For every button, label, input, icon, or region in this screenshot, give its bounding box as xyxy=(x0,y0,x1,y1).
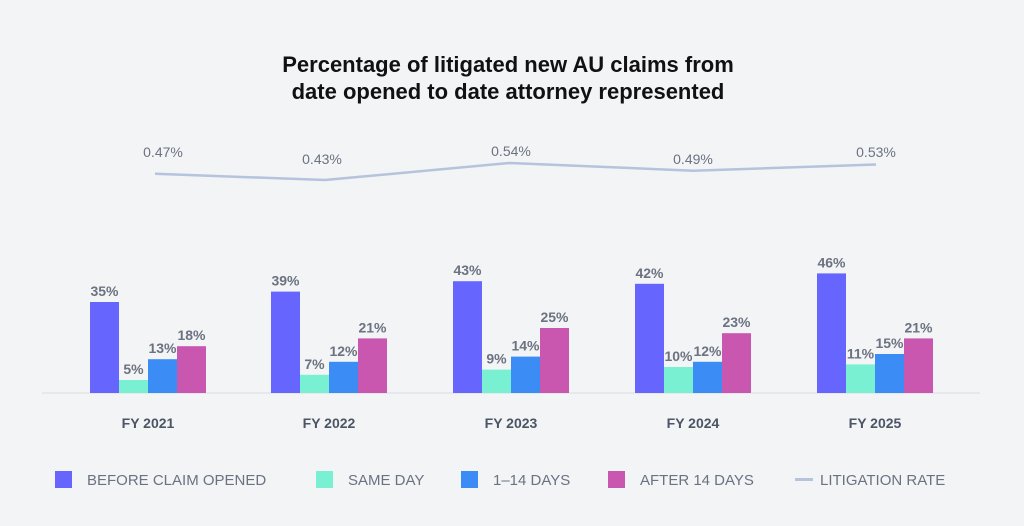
legend-swatch xyxy=(608,471,625,488)
x-tick-label: FY 2024 xyxy=(667,415,720,431)
chart-title-line-2: date opened to date attorney represented xyxy=(292,79,725,104)
legend-label: BEFORE CLAIM OPENED xyxy=(87,472,266,489)
bar-data-label: 46% xyxy=(817,254,846,270)
x-tick-label: FY 2021 xyxy=(122,415,175,431)
legend-label: 1–14 DAYS xyxy=(493,472,570,489)
bar xyxy=(329,361,358,393)
bar xyxy=(271,291,300,393)
bar-data-label: 11% xyxy=(847,345,875,361)
legend-swatch xyxy=(461,471,478,488)
bar-data-label: 35% xyxy=(90,283,119,299)
x-tick-label: FY 2025 xyxy=(849,415,902,431)
bar xyxy=(482,369,511,393)
bar-data-label: 39% xyxy=(271,273,300,289)
line-data-label: 0.43% xyxy=(302,151,342,167)
bar xyxy=(722,333,751,393)
legend-swatch xyxy=(55,471,72,488)
bar xyxy=(817,273,846,393)
bar-data-label: 13% xyxy=(148,340,177,356)
chart-title-line-1: Percentage of litigated new AU claims fr… xyxy=(282,52,734,77)
legend-label: AFTER 14 DAYS xyxy=(640,472,754,489)
bar xyxy=(177,346,206,393)
bar-data-label: 9% xyxy=(486,351,507,367)
bar xyxy=(875,354,904,393)
bar xyxy=(904,338,933,393)
bar xyxy=(119,380,148,393)
bar-data-label: 21% xyxy=(358,319,387,335)
bar xyxy=(846,364,875,393)
bar xyxy=(453,281,482,393)
bar-data-label: 23% xyxy=(722,314,751,330)
bar xyxy=(635,283,664,393)
legend-swatch xyxy=(316,471,333,488)
line-data-label: 0.53% xyxy=(856,144,896,160)
bar-data-label: 7% xyxy=(304,356,325,372)
legend-line-swatch xyxy=(795,478,813,481)
legend-label: SAME DAY xyxy=(348,472,424,489)
x-tick-label: FY 2022 xyxy=(303,415,356,431)
bar-data-label: 18% xyxy=(177,327,206,343)
line-data-label: 0.54% xyxy=(491,143,531,159)
bar xyxy=(358,338,387,393)
bar xyxy=(511,356,540,393)
bar xyxy=(693,361,722,393)
line-data-label: 0.49% xyxy=(673,151,713,167)
bar-data-label: 14% xyxy=(511,338,540,354)
bar xyxy=(300,374,329,393)
bar-data-label: 10% xyxy=(664,348,693,364)
x-tick-label: FY 2023 xyxy=(485,415,538,431)
bar-data-label: 12% xyxy=(693,343,722,359)
bar-data-label: 42% xyxy=(635,265,664,281)
bar-data-label: 25% xyxy=(540,309,569,325)
bar xyxy=(540,328,569,393)
bar-data-label: 15% xyxy=(875,335,904,351)
bar-data-label: 12% xyxy=(329,343,358,359)
bar xyxy=(90,302,119,393)
bar xyxy=(664,367,693,393)
litigation-rate-line xyxy=(154,161,877,182)
line-data-label: 0.47% xyxy=(143,144,183,160)
bar-data-label: 21% xyxy=(904,319,933,335)
legend-label: LITIGATION RATE xyxy=(820,472,945,489)
bar xyxy=(148,359,177,393)
bar-data-label: 43% xyxy=(453,262,482,278)
bar-data-label: 5% xyxy=(123,361,144,377)
